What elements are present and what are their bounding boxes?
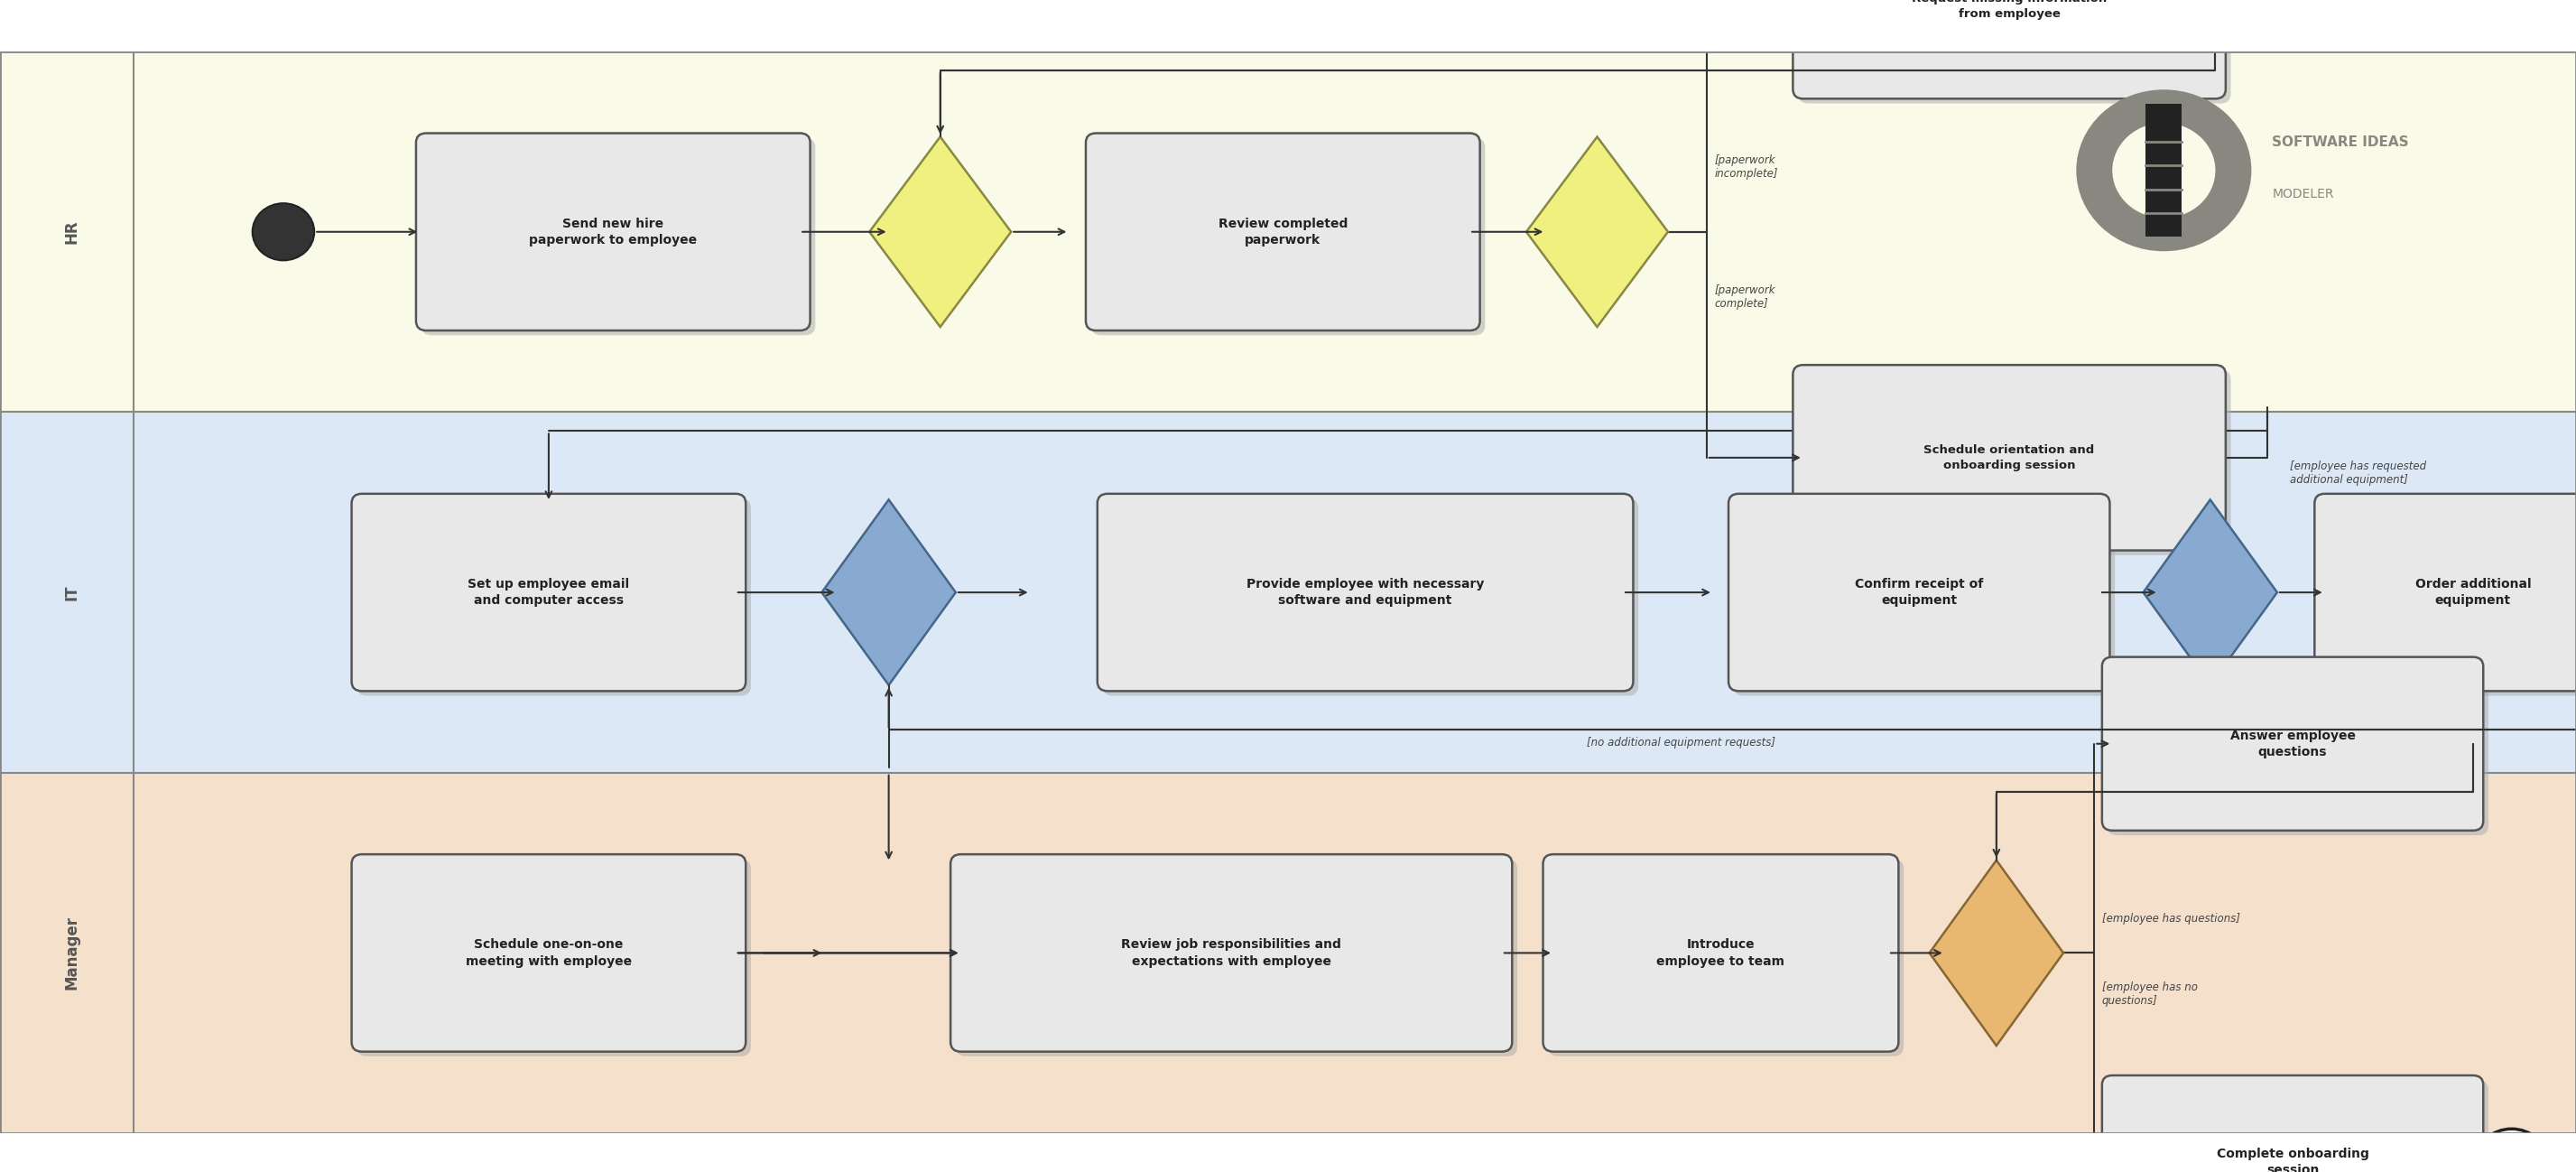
FancyBboxPatch shape <box>350 493 747 691</box>
Text: Introduce
employee to team: Introduce employee to team <box>1656 939 1785 968</box>
Text: Provide employee with necessary
software and equipment: Provide employee with necessary software… <box>1247 578 1484 607</box>
Polygon shape <box>0 413 2576 772</box>
Text: Set up employee email
and computer access: Set up employee email and computer acces… <box>469 578 629 607</box>
Text: IT: IT <box>64 585 80 600</box>
FancyBboxPatch shape <box>956 859 1517 1056</box>
Text: [paperwork
incomplete]: [paperwork incomplete] <box>1716 155 1777 179</box>
Circle shape <box>2488 1140 2535 1172</box>
FancyBboxPatch shape <box>1798 0 2231 103</box>
Polygon shape <box>0 52 2576 413</box>
Text: MODELER: MODELER <box>2272 188 2334 200</box>
Text: [employee has questions]: [employee has questions] <box>2102 913 2241 925</box>
Circle shape <box>252 203 314 260</box>
Text: Answer employee
questions: Answer employee questions <box>2231 729 2354 758</box>
FancyBboxPatch shape <box>350 854 747 1051</box>
Polygon shape <box>822 499 956 686</box>
FancyBboxPatch shape <box>1103 498 1638 696</box>
FancyBboxPatch shape <box>2146 104 2182 237</box>
FancyBboxPatch shape <box>1798 369 2231 556</box>
Polygon shape <box>1929 860 2063 1045</box>
Text: Complete onboarding
session: Complete onboarding session <box>2215 1147 2370 1172</box>
Text: Confirm receipt of
equipment: Confirm receipt of equipment <box>1855 578 1984 607</box>
Text: [employee has no
questions]: [employee has no questions] <box>2102 981 2197 1007</box>
FancyBboxPatch shape <box>1087 134 1479 331</box>
Polygon shape <box>2143 499 2277 686</box>
Circle shape <box>2112 123 2215 218</box>
Text: [no additional equipment requests]: [no additional equipment requests] <box>1587 737 1775 749</box>
Text: Manager: Manager <box>64 917 80 990</box>
Text: Review job responsibilities and
expectations with employee: Review job responsibilities and expectat… <box>1121 939 1342 968</box>
FancyBboxPatch shape <box>2107 662 2488 836</box>
Text: HR: HR <box>64 220 80 244</box>
FancyBboxPatch shape <box>1543 854 1899 1051</box>
Text: Review completed
paperwork: Review completed paperwork <box>1218 217 1347 246</box>
FancyBboxPatch shape <box>1092 138 1484 335</box>
FancyBboxPatch shape <box>1097 493 1633 691</box>
Text: Request missing information
from employee: Request missing information from employe… <box>1911 0 2107 20</box>
FancyBboxPatch shape <box>1734 498 2115 696</box>
FancyBboxPatch shape <box>2318 498 2576 696</box>
FancyBboxPatch shape <box>1793 364 2226 551</box>
FancyBboxPatch shape <box>355 859 752 1056</box>
Text: [employee has requested
additional equipment]: [employee has requested additional equip… <box>2290 461 2427 485</box>
FancyBboxPatch shape <box>2107 1081 2488 1172</box>
Text: [paperwork
complete]: [paperwork complete] <box>1716 284 1775 309</box>
Text: Schedule orientation and
onboarding session: Schedule orientation and onboarding sess… <box>1924 444 2094 471</box>
FancyBboxPatch shape <box>1548 859 1904 1056</box>
FancyBboxPatch shape <box>2102 657 2483 831</box>
Text: Schedule one-on-one
meeting with employee: Schedule one-on-one meeting with employe… <box>466 939 631 968</box>
Polygon shape <box>1525 137 1669 327</box>
Text: SOFTWARE IDEAS: SOFTWARE IDEAS <box>2272 135 2409 149</box>
FancyBboxPatch shape <box>355 498 752 696</box>
Circle shape <box>2076 89 2251 251</box>
Text: Order additional
equipment: Order additional equipment <box>2414 578 2532 607</box>
FancyBboxPatch shape <box>2102 1076 2483 1172</box>
FancyBboxPatch shape <box>1793 0 2226 98</box>
FancyBboxPatch shape <box>422 138 814 335</box>
Polygon shape <box>868 137 1010 327</box>
FancyBboxPatch shape <box>415 134 809 331</box>
Circle shape <box>2476 1129 2548 1172</box>
FancyBboxPatch shape <box>2313 493 2576 691</box>
FancyBboxPatch shape <box>951 854 1512 1051</box>
FancyBboxPatch shape <box>1728 493 2110 691</box>
Text: Send new hire
paperwork to employee: Send new hire paperwork to employee <box>528 217 698 246</box>
Polygon shape <box>0 772 2576 1133</box>
